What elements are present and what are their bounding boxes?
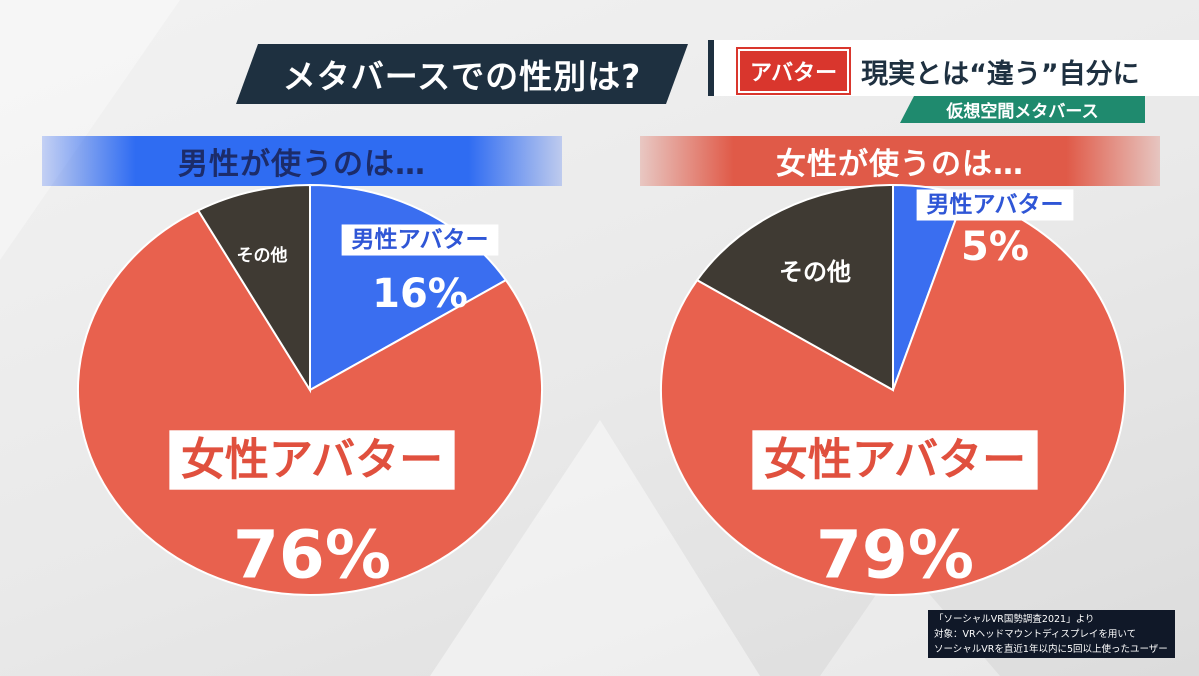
slice-label-box xyxy=(169,430,455,490)
slice-value-label: 16% xyxy=(372,271,468,317)
slice-label-box xyxy=(752,430,1038,490)
source-line-1: 「ソーシャルVR国勢調査2021」より xyxy=(934,614,1095,625)
topic-tag: アバター xyxy=(735,47,852,95)
pie-slice-女性アバター xyxy=(660,193,1126,596)
right-chart-title: 女性が使うのは… xyxy=(776,147,1024,182)
left-chart-title: 男性が使うのは… xyxy=(178,147,426,182)
pie-slice-その他 xyxy=(695,183,894,392)
slice-label: 女性アバター xyxy=(181,435,443,486)
sub-topic: 仮想空間メタバース xyxy=(900,96,1145,123)
slice-label: 女性アバター xyxy=(764,435,1026,486)
pie-chart-1: 男性アバター 16% 女性アバター 76% その他 xyxy=(77,183,543,596)
slice-value-label: 5% xyxy=(961,224,1029,270)
slice-label: その他 xyxy=(779,258,851,286)
pie-chart-2: 男性アバター 5% 女性アバター 79% その他 xyxy=(660,183,1126,596)
sub-topic-text: 仮想空間メタバース xyxy=(946,102,1099,122)
slice-label-box xyxy=(341,224,499,256)
slice-value-label: 76% xyxy=(233,517,391,594)
source-note: 「ソーシャルVR国勢調査2021」より 対象：VRヘッドマウントディスプレイを用… xyxy=(928,610,1175,658)
right-chart-title-banner: 女性が使うのは… xyxy=(640,136,1160,186)
topic-box: アバター 現実とは“違う”自分に xyxy=(708,40,1199,96)
source-line-3: ソーシャルVRを直近1年以内に5回以上使ったユーザー xyxy=(934,644,1168,655)
pie-slice-女性アバター xyxy=(77,209,543,596)
topic-text: 現実とは“違う”自分に xyxy=(861,58,1140,90)
slice-label: 男性アバター xyxy=(351,227,488,253)
source-line-2: 対象：VRヘッドマウントディスプレイを用いて xyxy=(934,629,1137,640)
left-chart-title-banner: 男性が使うのは… xyxy=(42,136,562,186)
slice-label: 男性アバター xyxy=(926,192,1063,218)
main-title: メタバースでの性別は? xyxy=(236,44,688,104)
slice-value-label: 79% xyxy=(816,517,974,594)
slice-label: その他 xyxy=(237,245,288,266)
pie-slice-その他 xyxy=(196,183,311,394)
main-title-text: メタバースでの性別は? xyxy=(282,57,642,96)
slice-label-box xyxy=(916,189,1074,221)
